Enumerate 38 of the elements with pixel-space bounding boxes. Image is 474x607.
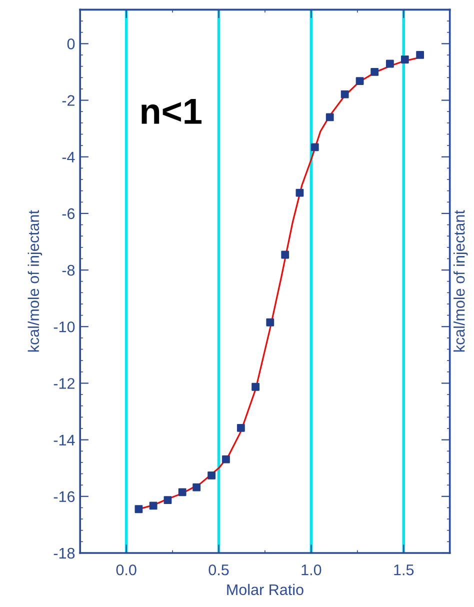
y-tick-label: -14: [54, 434, 75, 446]
x-tick-label: 1.5: [394, 564, 414, 576]
point: [356, 77, 364, 85]
point: [326, 113, 334, 122]
point: [281, 250, 290, 259]
point: [178, 488, 186, 496]
annotation: n<1: [142, 98, 202, 124]
point: [340, 90, 349, 98]
y-tick-label: -2: [62, 95, 74, 106]
y-tick-label: -10: [54, 321, 75, 332]
y-tick-label: 0: [67, 38, 75, 50]
point: [266, 318, 274, 326]
y-tick-label: -12: [54, 378, 74, 389]
point: [134, 505, 143, 514]
y-axis-title: kcal/mole of injectant: [28, 210, 42, 352]
point: [386, 60, 394, 68]
y-tick-label: -8: [62, 264, 75, 276]
y-tick-label: -6: [62, 208, 75, 220]
y-tick-label: -18: [54, 548, 75, 559]
point: [252, 382, 260, 391]
x-tick-label: 1.0: [302, 564, 322, 576]
point: [192, 483, 201, 492]
point: [370, 68, 379, 76]
x-tick-label: 0.5: [208, 564, 229, 576]
point: [236, 424, 245, 432]
point: [416, 51, 424, 59]
point: [164, 496, 172, 504]
x-tick-label: 0.0: [116, 564, 136, 576]
point: [296, 188, 304, 197]
y-tick-label: -4: [62, 152, 75, 162]
y-tick-label: -16: [54, 491, 75, 502]
point: [400, 56, 409, 64]
point: [149, 502, 158, 510]
point: [222, 455, 230, 464]
point: [208, 471, 216, 480]
point: [310, 143, 319, 152]
x-axis-title: Molar Ratio: [227, 584, 304, 596]
y2-axis-title: kcal/mole of injectant: [454, 210, 468, 352]
